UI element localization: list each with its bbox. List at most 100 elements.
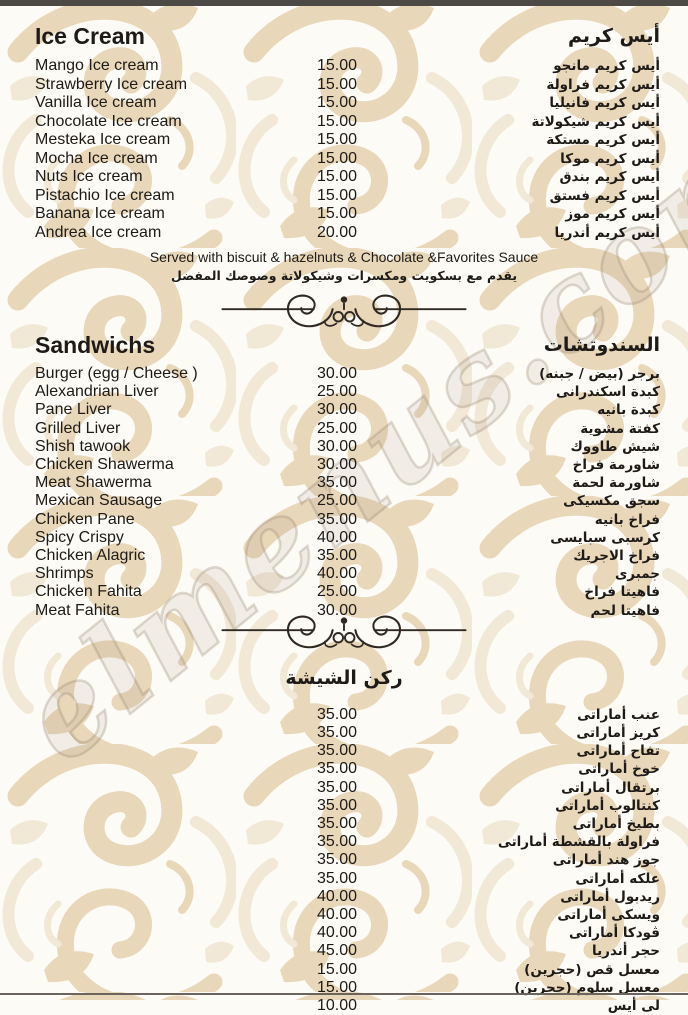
item-name-ar: سجق مكسيكى: [563, 493, 660, 510]
sandwiches-title-en: Sandwichs: [35, 332, 156, 358]
item-name-en: Vanilla Ice cream: [35, 94, 157, 111]
item-price: 30.00: [316, 456, 357, 474]
item-price: 40.00: [316, 528, 357, 546]
item-price: 15.00: [316, 978, 357, 996]
item-price: 30.00: [316, 401, 357, 419]
item-name-ar: معسل قص (حجرين): [524, 961, 660, 978]
item-price: 35.00: [316, 851, 357, 869]
item-name-en: Spicy Crispy: [35, 528, 124, 546]
menu-item-row: Grilled Liver 25.00 كفتة مشوية: [35, 420, 660, 438]
item-name-en: Pane Liver: [35, 401, 112, 419]
menu-item-row: 35.00 كريز أماراتى: [35, 724, 660, 742]
item-name-ar: علكه أماراتى: [575, 870, 660, 887]
item-name-en: Andrea Ice cream: [35, 223, 162, 241]
item-price: 35.00: [316, 724, 357, 742]
item-price: 15.00: [316, 112, 357, 130]
item-name-ar: فراولة بالقشطة أماراتى: [497, 834, 660, 851]
item-price: 35.00: [316, 815, 357, 833]
menu-item-row: 35.00 عنب أماراتى: [35, 706, 660, 724]
item-price: 20.00: [316, 223, 357, 241]
menu-item-row: Shrimps 40.00 جمبرى: [35, 565, 660, 583]
item-name-ar: جوز هند أماراتى: [552, 852, 660, 869]
menu-item-row: Mango Ice cream 15.00 أيس كريم مانجو: [35, 57, 660, 76]
menu-item-row: 35.00 خوخ أماراتى: [35, 760, 660, 778]
item-price: 35.00: [316, 760, 357, 778]
item-name-en: Meat Shawerma: [35, 474, 152, 492]
menu-item-row: 35.00 بطيخ أماراتى: [35, 815, 660, 833]
item-name-ar: أيس كريم فراولة: [546, 76, 660, 93]
item-price: 15.00: [316, 94, 357, 111]
item-name-ar: كرسبى سبايسى: [550, 529, 660, 546]
item-name-ar: كبدة اسكندرانى: [555, 384, 660, 401]
menu-item-row: Spicy Crispy 40.00 كرسبى سبايسى: [35, 529, 660, 547]
shisha-items: 35.00 عنب أماراتى 35.00 كريز أماراتى 35.…: [0, 706, 688, 1015]
scroll-ornament-icon: [221, 294, 467, 328]
menu-item-row: 40.00 ريدبول أماراتى: [35, 888, 660, 906]
item-price: 15.00: [316, 186, 357, 204]
item-price: 35.00: [316, 547, 357, 565]
item-name-ar: معسل سلوم (حجرين): [514, 979, 660, 996]
sandwiches-section-header: Sandwichs السندوتشات: [0, 331, 688, 359]
menu-item-row: Vanilla Ice cream 15.00 أيس كريم فانيليا: [35, 94, 660, 113]
ice-cream-section-header: Ice Cream أيس كريم: [0, 22, 688, 50]
item-name-en: Shrimps: [35, 565, 94, 583]
item-name-ar: أيس كريم موز: [565, 206, 660, 222]
menu-item-row: Strawberry Ice cream 15.00 أيس كريم فراو…: [35, 76, 660, 95]
menu-item-row: 15.00 معسل سلوم (حجرين): [35, 979, 660, 997]
menu-item-row: Chicken Fahita 25.00 فاهيتا فراخ: [35, 583, 660, 601]
item-name-ar: فاهيتا لحم: [590, 602, 660, 619]
item-price: 15.00: [316, 57, 357, 74]
menu-item-row: Chicken Alagric 35.00 فراخ الاجريك: [35, 547, 660, 565]
item-name-ar: بطيخ أماراتى: [572, 816, 660, 833]
item-price: 35.00: [316, 778, 357, 796]
item-name-ar: فراخ الاجريك: [573, 548, 660, 565]
item-price: 40.00: [316, 924, 357, 942]
item-name-ar: شاورمة فراخ: [572, 457, 660, 474]
sandwiches-items: Burger (egg / Cheese ) 30.00 برجر (بيض /…: [0, 365, 688, 620]
item-name-ar: حجر أندريا: [592, 943, 660, 960]
item-price: 15.00: [316, 205, 357, 222]
menu-item-row: Meat Fahita 30.00 فاهيتا لحم: [35, 602, 660, 620]
item-name-en: Chicken Pane: [35, 510, 135, 528]
item-name-ar: جمبرى: [614, 566, 660, 583]
item-price: 40.00: [316, 906, 357, 924]
item-name-ar: أيس كريم بندق: [559, 169, 660, 185]
item-name-ar: أيس كريم فانيليا: [549, 95, 660, 111]
item-name-ar: برجر (بيض / جبنه): [539, 366, 660, 382]
item-price: 25.00: [316, 583, 357, 601]
menu-item-row: Burger (egg / Cheese ) 30.00 برجر (بيض /…: [35, 365, 660, 383]
menu-item-row: Banana Ice cream 15.00 أيس كريم موز: [35, 205, 660, 224]
menu-item-row: Alexandrian Liver 25.00 كبدة اسكندرانى: [35, 383, 660, 401]
menu-item-row: Chicken Pane 35.00 فراخ بانيه: [35, 511, 660, 529]
item-price: 40.00: [316, 565, 357, 583]
sandwiches-title-ar: السندوتشات: [543, 334, 660, 356]
item-name-ar: شاورمة لحمة: [572, 475, 660, 492]
menu-item-row: Andrea Ice cream 20.00 أيس كريم أندريا: [35, 224, 660, 243]
item-name-en: Chicken Alagric: [35, 547, 146, 565]
menu-item-row: 15.00 معسل قص (حجرين): [35, 961, 660, 979]
menu-item-row: 35.00 جوز هند أماراتى: [35, 851, 660, 869]
menu-item-row: 35.00 كنتالوب أماراتى: [35, 797, 660, 815]
menu-item-row: Meat Shawerma 35.00 شاورمة لحمة: [35, 474, 660, 492]
item-name-en: Chocolate Ice cream: [35, 112, 182, 130]
item-price: 35.00: [316, 833, 357, 851]
item-name-en: Meat Fahita: [35, 601, 120, 619]
item-name-ar: كفتة مشوية: [580, 420, 660, 437]
item-name-en: Grilled Liver: [35, 419, 121, 437]
item-price: 30.00: [316, 437, 357, 455]
item-name-ar: ڤودكا أماراتى: [568, 925, 660, 942]
item-name-ar: أيس كريم شيكولاتة: [531, 113, 661, 130]
item-name-en: Chicken Fahita: [35, 583, 142, 601]
item-name-ar: فراخ بانيه: [594, 511, 660, 528]
section-divider: [0, 614, 688, 652]
menu-item-row: Mexican Sausage 25.00 سجق مكسيكى: [35, 492, 660, 510]
item-name-en: Mango Ice cream: [35, 57, 159, 74]
menu-item-row: Nuts Ice cream 15.00 أيس كريم بندق: [35, 168, 660, 187]
item-name-ar: خوخ أماراتى: [578, 761, 660, 778]
item-price: 35.00: [316, 705, 357, 723]
item-name-en: Alexandrian Liver: [35, 383, 159, 401]
ice-cream-title-en: Ice Cream: [35, 23, 145, 49]
menu-item-row: Chocolate Ice cream 15.00 أيس كريم شيكول…: [35, 113, 660, 132]
item-price: 15.00: [316, 960, 357, 978]
